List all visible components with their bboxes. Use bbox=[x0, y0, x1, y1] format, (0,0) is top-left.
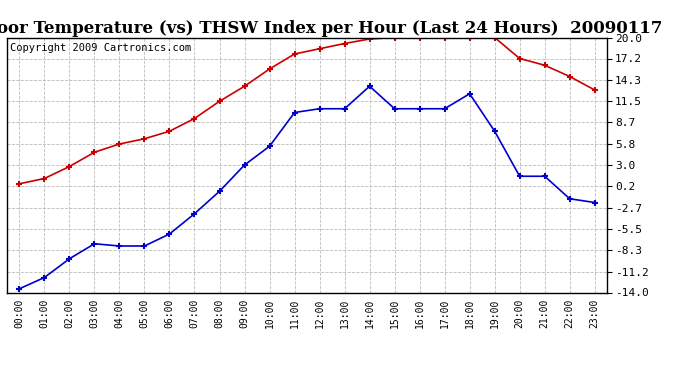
Title: Outdoor Temperature (vs) THSW Index per Hour (Last 24 Hours)  20090117: Outdoor Temperature (vs) THSW Index per … bbox=[0, 20, 662, 38]
Text: Copyright 2009 Cartronics.com: Copyright 2009 Cartronics.com bbox=[10, 43, 191, 52]
